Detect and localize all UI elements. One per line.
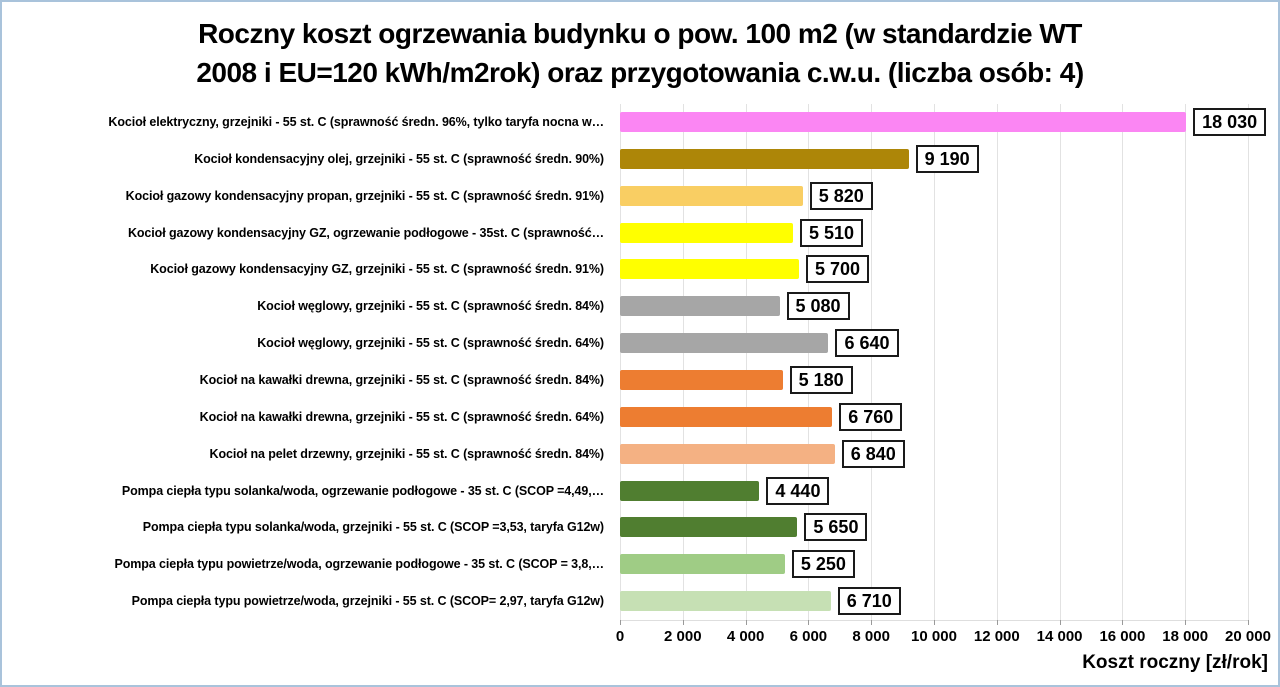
chart-title-line2: 2008 i EU=120 kWh/m2rok) oraz przygotowa… xyxy=(196,57,1084,88)
x-tick-label: 10 000 xyxy=(911,628,957,645)
gridline xyxy=(620,104,621,620)
bar xyxy=(620,370,783,390)
category-label: Kocioł na kawałki drewna, grzejniki - 55… xyxy=(199,409,604,424)
x-tick-mark xyxy=(871,620,873,625)
bar-row: 9 190 xyxy=(620,141,1248,178)
category-label: Kocioł kondensacyjny olej, grzejniki - 5… xyxy=(194,151,604,166)
value-label: 5 510 xyxy=(800,218,864,247)
bar xyxy=(620,517,798,538)
bar-row: 5 250 xyxy=(620,546,1248,583)
x-tick-mark xyxy=(808,620,810,625)
bar xyxy=(620,148,909,169)
value-label: 6 760 xyxy=(839,402,903,431)
gridline xyxy=(1122,104,1124,620)
bar-row: 5 700 xyxy=(620,251,1248,288)
value-label: 6 710 xyxy=(837,587,901,616)
value-label: 6 840 xyxy=(841,439,905,468)
bar-row: 18 030 xyxy=(620,104,1267,141)
bar-row: 5 180 xyxy=(620,362,1248,399)
bar-row: 5 650 xyxy=(620,509,1248,546)
chart-title: Roczny koszt ogrzewania budynku o pow. 1… xyxy=(2,14,1278,92)
category-label: Pompa ciepła typu solanka/woda, grzejnik… xyxy=(142,520,604,535)
bar xyxy=(620,222,793,243)
bar xyxy=(620,480,760,501)
x-tick-mark xyxy=(934,620,935,625)
gridline xyxy=(871,104,873,620)
bar-row: 6 640 xyxy=(620,325,1248,362)
gridline xyxy=(745,104,747,620)
category-label: Kocioł gazowy kondensacyjny GZ, grzejnik… xyxy=(150,262,604,277)
category-label: Pompa ciepła typu powietrze/woda, ogrzew… xyxy=(114,557,604,572)
gridline xyxy=(682,104,684,620)
value-label: 5 820 xyxy=(809,181,873,210)
gridline xyxy=(1248,104,1249,620)
x-tick-label: 14 000 xyxy=(1036,628,1083,645)
bar-row: 5 080 xyxy=(620,288,1248,325)
x-tick-mark xyxy=(1122,620,1124,625)
bar-row: 6 840 xyxy=(620,436,1248,473)
bar xyxy=(620,554,785,575)
bar xyxy=(620,406,833,427)
category-label: Kocioł na pelet drzewny, grzejniki - 55 … xyxy=(209,446,604,461)
x-tick-mark xyxy=(745,620,747,625)
x-tick-label: 0 xyxy=(615,628,625,645)
category-label: Kocioł węglowy, grzejniki - 55 st. C (sp… xyxy=(257,299,604,314)
category-label: Pompa ciepła typu powietrze/woda, grzejn… xyxy=(131,594,604,609)
x-tick-mark xyxy=(1185,620,1187,625)
bar xyxy=(620,333,829,354)
x-tick-label: 20 000 xyxy=(1225,628,1271,645)
gridline xyxy=(1059,104,1061,620)
x-tick-label: 2 000 xyxy=(664,628,702,645)
x-tick-label: 6 000 xyxy=(789,628,828,645)
x-tick-label: 16 000 xyxy=(1099,628,1146,645)
x-tick-mark xyxy=(1248,620,1249,625)
x-tick-label: 18 000 xyxy=(1162,628,1209,645)
gridline xyxy=(996,104,998,620)
gridline xyxy=(1185,104,1187,620)
value-label: 5 250 xyxy=(791,550,855,579)
x-axis-title: Koszt roczny [zł/rok] xyxy=(1082,652,1268,673)
gridline xyxy=(808,104,810,620)
x-tick-label: 12 000 xyxy=(973,628,1020,645)
bar xyxy=(620,259,799,280)
category-label: Kocioł węglowy, grzejniki - 55 st. C (sp… xyxy=(257,336,604,351)
category-label: Kocioł na kawałki drewna, grzejniki - 55… xyxy=(199,373,604,387)
value-label: 4 440 xyxy=(766,476,830,505)
bar xyxy=(620,296,780,317)
category-label: Pompa ciepła typu solanka/woda, ogrzewan… xyxy=(121,483,604,498)
x-tick-mark xyxy=(1059,620,1061,625)
value-label: 18 030 xyxy=(1193,108,1267,136)
value-label: 6 640 xyxy=(835,329,899,358)
bar xyxy=(620,112,1187,132)
value-label: 5 700 xyxy=(805,255,870,284)
x-tick-mark xyxy=(620,620,621,625)
category-label: Kocioł gazowy kondensacyjny GZ, ogrzewan… xyxy=(127,225,604,240)
bar-row: 5 820 xyxy=(620,178,1248,215)
category-label: Kocioł elektryczny, grzejniki - 55 st. C… xyxy=(108,115,604,129)
bar-row: 6 760 xyxy=(620,399,1248,436)
plot-area: 18 030 9 190 5 820 5 510 5 700 5 080 6 640 5 18… xyxy=(620,104,1267,621)
x-tick-label: 8 000 xyxy=(852,628,890,645)
bar xyxy=(620,591,831,612)
category-labels: Kocioł elektryczny, grzejniki - 55 st. C… xyxy=(2,104,614,620)
value-label: 5 080 xyxy=(786,292,850,321)
x-tick-mark xyxy=(682,620,684,625)
value-label: 5 180 xyxy=(789,366,853,394)
bar xyxy=(620,185,803,206)
category-label: Kocioł gazowy kondensacyjny propan, grze… xyxy=(125,188,604,203)
bar-row: 6 710 xyxy=(620,583,1248,620)
bar-row: 5 510 xyxy=(620,215,1248,252)
bar-row: 4 440 xyxy=(620,473,1248,510)
value-label: 5 650 xyxy=(804,513,868,542)
x-tick-label: 4 000 xyxy=(726,628,765,645)
gridline xyxy=(934,104,935,620)
x-axis-ticks: 0 2 000 4 000 6 000 8 000 10 000 12 000 14 000 1… xyxy=(616,620,1271,654)
value-label: 9 190 xyxy=(915,144,979,173)
chart-title-line1: Roczny koszt ogrzewania budynku o pow. 1… xyxy=(198,18,1082,49)
x-tick-mark xyxy=(996,620,998,625)
bar xyxy=(620,443,835,464)
